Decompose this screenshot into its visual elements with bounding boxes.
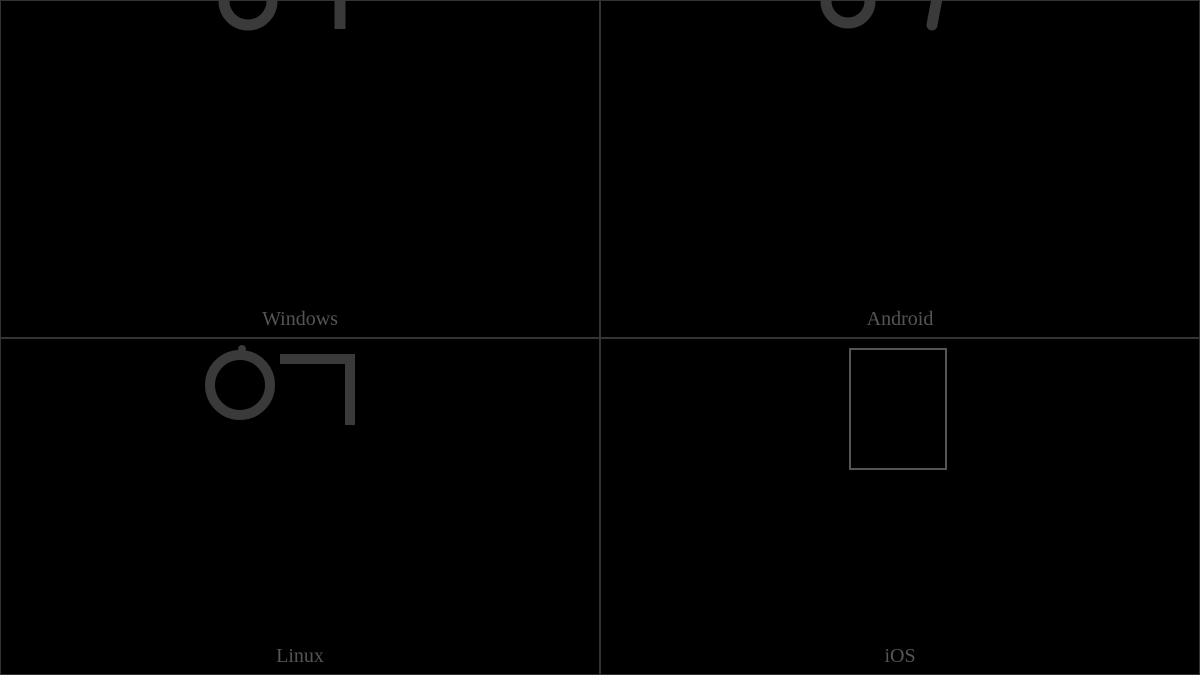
label-windows: Windows — [1, 308, 599, 331]
cell-ios: iOS — [600, 338, 1200, 675]
glyph-windows — [1, 11, 599, 131]
cell-android: Android — [600, 0, 1200, 338]
cell-linux: Linux — [0, 338, 600, 675]
glyph-ios — [601, 349, 1199, 499]
glyph-linux — [1, 349, 599, 489]
cell-windows: Windows — [0, 0, 600, 338]
label-android: Android — [601, 308, 1199, 331]
label-linux: Linux — [1, 645, 599, 668]
label-ios: iOS — [601, 645, 1199, 668]
glyph-android — [601, 11, 1199, 131]
glyph-comparison-grid: Windows Android Linux iOS — [0, 0, 1200, 675]
